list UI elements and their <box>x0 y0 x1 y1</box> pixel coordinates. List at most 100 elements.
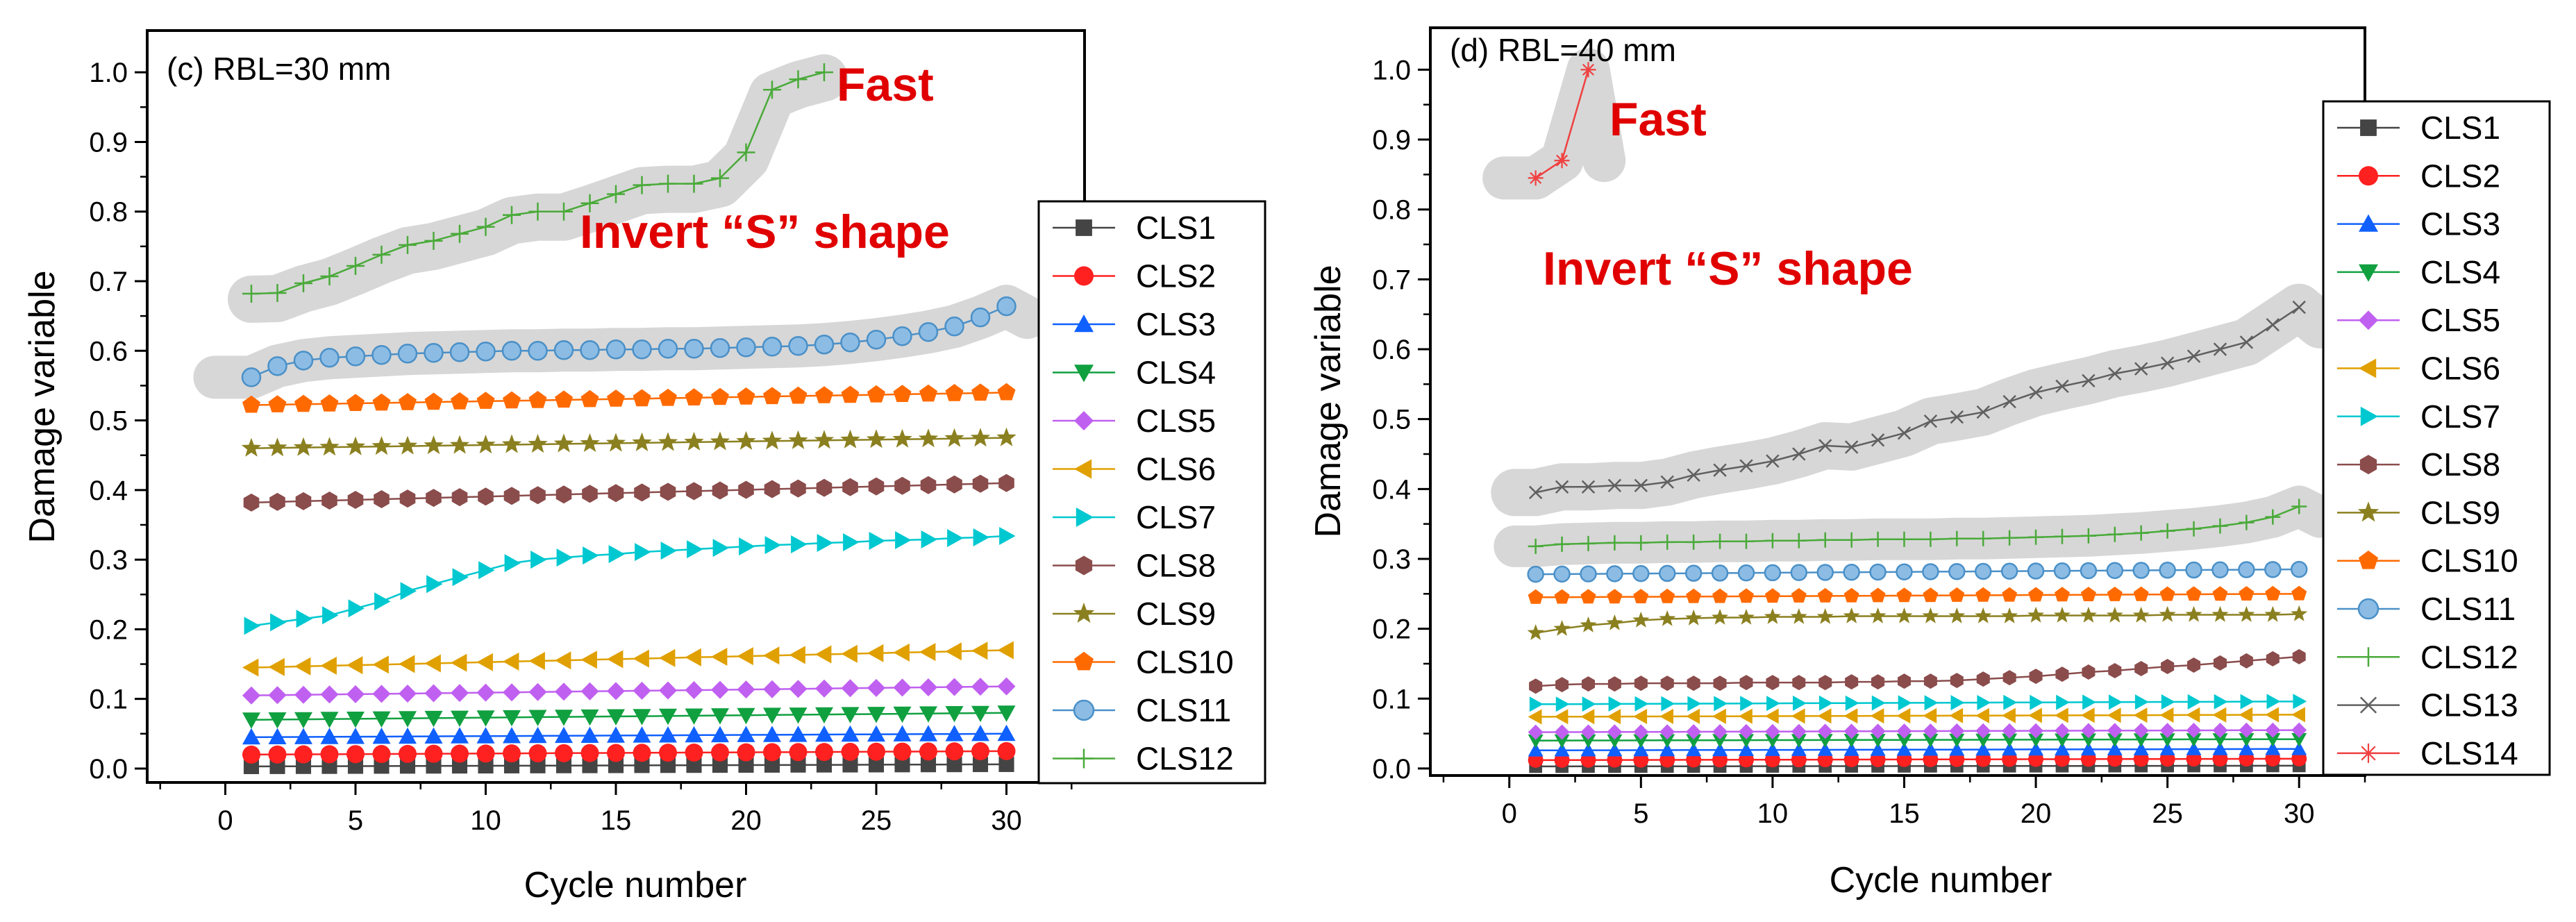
legend-label: CLS10 <box>2420 543 2518 579</box>
data-point <box>2080 528 2096 544</box>
y-tick-label: 0.8 <box>1372 195 1411 226</box>
data-point <box>476 727 495 744</box>
data-point <box>530 757 546 773</box>
data-point <box>346 656 363 675</box>
data-point <box>478 487 494 506</box>
legend-marker <box>2359 551 2378 569</box>
data-point <box>580 389 599 408</box>
data-point <box>346 394 365 411</box>
data-point <box>737 387 755 405</box>
data-point <box>2239 722 2255 738</box>
data-point <box>2239 586 2255 601</box>
data-point <box>2238 561 2255 578</box>
data-point <box>346 256 365 275</box>
data-point <box>2159 523 2175 539</box>
data-point <box>763 743 781 762</box>
data-point <box>1738 608 1755 625</box>
data-point <box>242 745 260 764</box>
data-point <box>399 655 415 673</box>
data-point <box>736 337 756 358</box>
series-cls11 <box>241 296 1017 387</box>
series-cls3 <box>242 724 1016 745</box>
legend-box <box>1037 200 1266 785</box>
data-point <box>920 757 937 773</box>
data-point <box>2239 514 2255 530</box>
data-point <box>633 726 651 743</box>
data-point <box>2159 586 2175 601</box>
data-point <box>1764 533 1780 548</box>
data-point <box>607 389 625 407</box>
data-point <box>1975 587 1991 602</box>
data-point <box>374 592 391 611</box>
data-point <box>791 535 808 553</box>
data-point <box>1738 533 1754 549</box>
data-point <box>947 529 964 547</box>
data-point <box>632 432 652 451</box>
data-point <box>555 682 573 701</box>
axes: 0 5 10 15 20 25 30 0.0 0.1 0.2 0.3 0.4 0.5 0.6 0.7 0.8 0… <box>1372 55 2366 829</box>
data-point <box>2082 374 2096 387</box>
chart-panel-c: 0 5 10 15 20 25 30 0.0 0.1 0.2 0.3 0.4 0.5 0.6 0.7 0.8 0… <box>22 29 1266 905</box>
data-point <box>1791 588 1807 603</box>
data-point <box>1686 724 1702 739</box>
data-point <box>1950 695 1965 711</box>
data-point <box>1528 742 1544 757</box>
data-point <box>919 742 937 761</box>
data-point <box>841 385 860 403</box>
data-point <box>841 679 860 698</box>
data-point <box>711 726 729 743</box>
legend-item: CLS13 <box>2337 687 2518 723</box>
legend-item: CLS6 <box>2337 351 2500 387</box>
legend-item: CLS7 <box>2337 399 2500 435</box>
data-point <box>1580 589 1596 604</box>
data-point <box>503 727 521 744</box>
data-point <box>528 391 547 408</box>
data-point <box>424 435 444 455</box>
data-point <box>2002 394 2016 409</box>
data-point <box>424 343 444 363</box>
data-point <box>268 728 287 744</box>
data-point <box>634 757 650 773</box>
data-point <box>1792 447 1806 461</box>
y-axis-label: Damage variable <box>22 270 62 543</box>
data-point <box>843 533 860 551</box>
data-point <box>2055 587 2070 602</box>
data-point <box>2107 526 2123 542</box>
data-point <box>1607 535 1623 551</box>
data-point <box>685 648 701 667</box>
data-point <box>685 174 703 193</box>
data-point <box>2134 362 2148 376</box>
data-point <box>2159 741 2175 755</box>
data-point <box>711 648 728 666</box>
data-point <box>1896 708 1911 723</box>
data-point <box>2291 741 2307 755</box>
legend-label: CLS8 <box>1136 548 1216 584</box>
data-point <box>1843 708 1858 724</box>
data-point <box>919 725 937 741</box>
data-point <box>635 543 651 562</box>
legend-label: CLS12 <box>2420 639 2518 675</box>
data-point <box>840 429 860 449</box>
data-point <box>634 483 650 502</box>
data-point <box>1843 723 1859 739</box>
data-point <box>553 433 574 453</box>
legend-marker <box>2359 743 2378 763</box>
data-point <box>270 613 287 632</box>
data-point <box>2029 385 2043 400</box>
data-point <box>1897 426 1912 440</box>
data-point <box>268 395 287 412</box>
data-point <box>503 391 521 409</box>
data-point <box>528 744 547 762</box>
data-point <box>814 335 835 355</box>
legend-item: CLS4 <box>2337 254 2500 290</box>
data-point <box>892 326 912 346</box>
data-point <box>424 684 443 703</box>
data-point <box>1554 589 1570 604</box>
data-point <box>293 437 314 456</box>
data-point <box>1896 723 1912 739</box>
data-point <box>1923 733 1939 748</box>
data-point <box>501 434 522 453</box>
data-point <box>2107 723 2123 739</box>
data-point <box>2080 606 2097 623</box>
data-point <box>1843 741 1859 756</box>
